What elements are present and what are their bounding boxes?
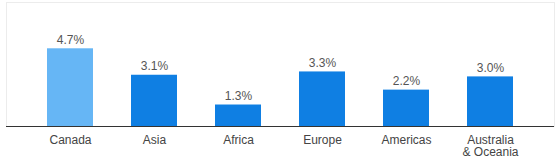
svg-text:Americas: Americas — [381, 133, 431, 147]
svg-text:4.7%: 4.7% — [57, 33, 85, 47]
svg-text:Africa: Africa — [223, 133, 254, 147]
svg-text:Australia& Oceania: Australia& Oceania — [462, 133, 518, 159]
svg-text:1.3%: 1.3% — [225, 89, 253, 103]
svg-text:3.3%: 3.3% — [309, 56, 337, 70]
svg-text:Asia: Asia — [143, 133, 167, 147]
svg-text:3.0%: 3.0% — [477, 61, 505, 75]
svg-text:Europe: Europe — [303, 133, 342, 147]
svg-text:2.2%: 2.2% — [393, 74, 421, 88]
svg-text:Canada: Canada — [49, 133, 91, 147]
svg-text:3.1%: 3.1% — [141, 59, 169, 73]
